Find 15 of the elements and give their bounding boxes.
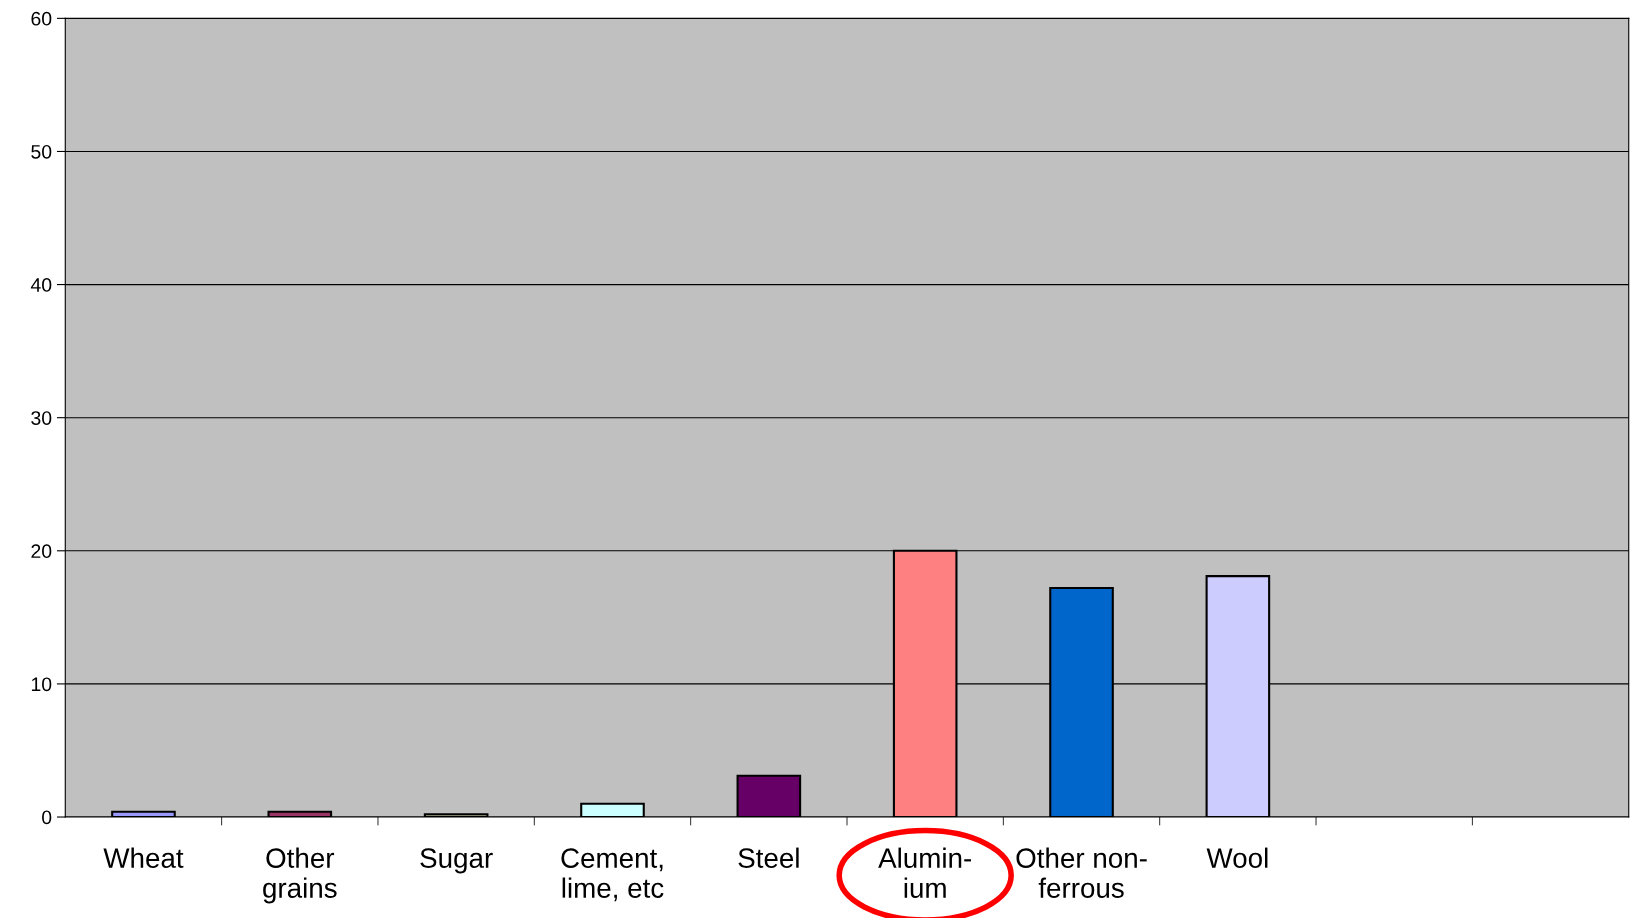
x-tick-label: Sugar	[420, 848, 493, 874]
y-tick-label: 40	[30, 278, 52, 292]
y-tick-label: 20	[31, 544, 52, 559]
x-tick-label: Cement, lime, etc	[561, 848, 664, 902]
x-tick-label: Wheat	[103, 847, 184, 868]
x-tick-label: Alumin- ium	[878, 847, 972, 898]
y-tick-label: 0	[42, 810, 52, 825]
y-tick-label: 30	[31, 411, 52, 425]
y-tick-label: 60	[31, 11, 52, 26]
x-tick-label: Other grains	[263, 847, 337, 904]
x-tick-label: Other non- ferrous	[1016, 847, 1147, 898]
x-tick-label: Steel	[738, 847, 799, 868]
x-tick-label: Wool	[1206, 847, 1268, 868]
y-tick-label: 10	[31, 677, 52, 692]
y-tick-label: 50	[31, 144, 52, 159]
